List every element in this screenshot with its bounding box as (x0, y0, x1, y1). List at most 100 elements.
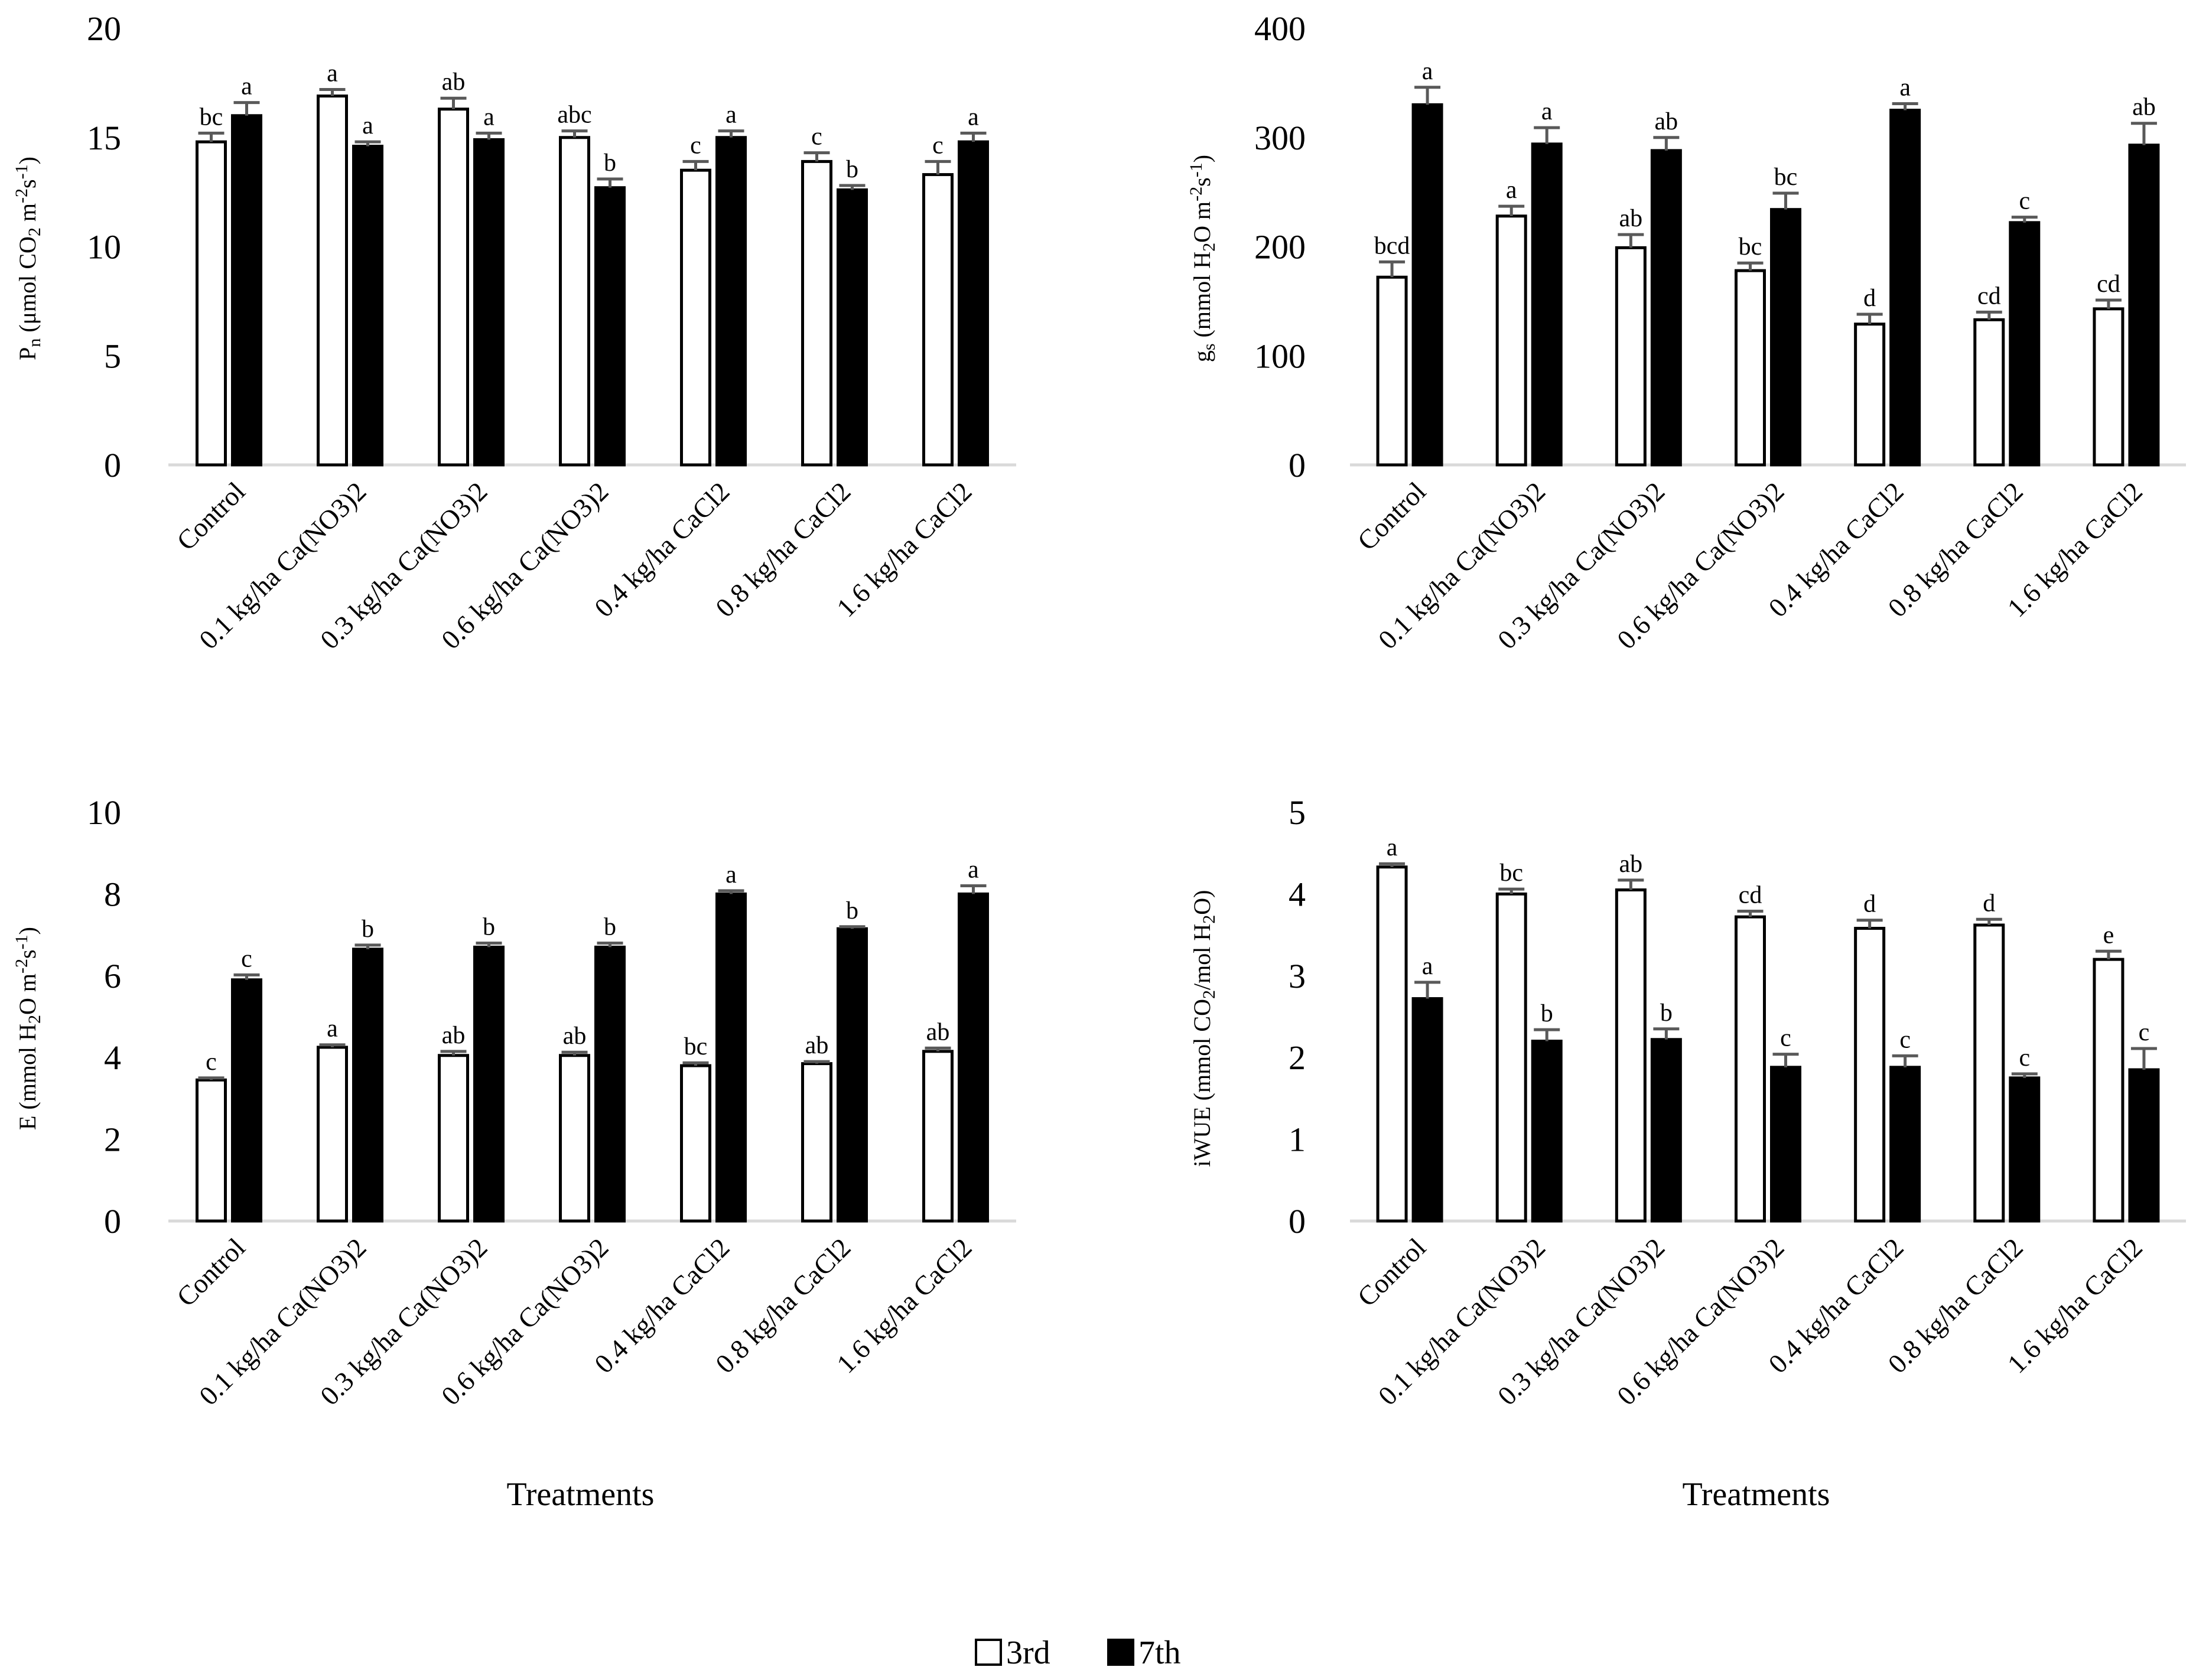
bar-3rd (1376, 865, 1408, 1223)
bar-3rd (801, 159, 832, 467)
category-label: Control (1352, 1232, 1432, 1312)
significance-letter: ab (2132, 94, 2156, 121)
significance-letter: ab (442, 1022, 466, 1049)
bar-3rd (1495, 892, 1527, 1223)
significance-letter: ab (1619, 205, 1643, 232)
bar-7th (473, 138, 505, 467)
bar-7th (2128, 1068, 2160, 1223)
x-axis-title: Treatments (507, 1476, 655, 1513)
significance-letter: a (1506, 177, 1517, 204)
bar-3rd (680, 168, 711, 467)
bar-7th (473, 945, 505, 1223)
bar-7th (837, 188, 868, 467)
bar-7th (958, 140, 989, 467)
x-axis-title: Treatments (1683, 1476, 1830, 1513)
significance-letter: bcd (1374, 232, 1410, 259)
legend-swatch-3rd (975, 1639, 1002, 1666)
significance-letter: c (1780, 1025, 1791, 1052)
significance-letter: c (241, 945, 252, 972)
significance-letter: ab (1655, 108, 1678, 135)
bar-3rd (1495, 214, 1527, 467)
significance-letter: ab (1619, 851, 1643, 878)
significance-letter: a (1422, 58, 1433, 85)
significance-letter: a (362, 112, 373, 139)
legend: 3rd 7th (975, 1635, 1181, 1671)
bar-3rd (1735, 915, 1766, 1223)
y-tick-label: 1 (1289, 1121, 1306, 1159)
significance-letter: a (726, 102, 737, 129)
bar-7th (715, 136, 747, 467)
y-tick-label: 6 (104, 957, 121, 995)
bar-3rd (317, 95, 348, 467)
y-tick-label: 300 (1254, 119, 1306, 157)
bar-3rd (1973, 318, 2005, 467)
y-tick-label: 0 (104, 1202, 121, 1241)
bar-3rd (1615, 888, 1647, 1223)
significance-letter: ab (442, 69, 466, 96)
significance-letter: a (1899, 74, 1911, 101)
significance-letter: b (604, 913, 616, 940)
y-axis-title: E (mmol H2O m-2s-1) (12, 927, 44, 1130)
bar-7th (1531, 1040, 1563, 1223)
bar-3rd (2093, 958, 2125, 1223)
y-tick-label: 200 (1254, 228, 1306, 266)
bar-3rd (1973, 923, 2005, 1223)
significance-letter: a (1422, 953, 1433, 980)
significance-letter: b (846, 897, 858, 924)
bar-3rd (559, 136, 590, 467)
significance-letter: a (327, 60, 338, 87)
bar-7th (594, 945, 626, 1223)
y-tick-label: 20 (87, 9, 121, 48)
significance-letter: bc (1499, 859, 1523, 887)
y-tick-label: 0 (104, 446, 121, 484)
significance-letter: cd (2097, 271, 2120, 298)
significance-letter: bc (1774, 164, 1798, 191)
significance-letter: a (483, 103, 494, 131)
bar-3rd (680, 1064, 711, 1223)
bar-7th (958, 892, 989, 1223)
bar-7th (1411, 103, 1443, 467)
bar-3rd (922, 1050, 954, 1223)
bar-3rd (1615, 246, 1647, 467)
bar-7th (231, 978, 262, 1223)
bar-7th (352, 145, 383, 467)
significance-letter: ab (805, 1032, 829, 1059)
bar-3rd (801, 1062, 832, 1223)
bar-7th (715, 892, 747, 1223)
y-tick-label: 15 (87, 119, 121, 157)
significance-letter: cd (1739, 881, 1762, 909)
bar-7th (352, 948, 383, 1223)
significance-letter: ab (926, 1018, 950, 1046)
significance-letter: b (604, 149, 616, 177)
y-tick-label: 3 (1289, 957, 1306, 995)
bar-7th (1889, 1066, 1921, 1223)
significance-letter: bc (1739, 233, 1762, 261)
y-tick-label: 5 (1289, 793, 1306, 832)
bar-3rd (1735, 269, 1766, 467)
y-tick-label: 4 (1289, 875, 1306, 913)
significance-letter: bc (200, 103, 223, 131)
significance-letter: c (2019, 1044, 2030, 1072)
significance-letter: c (2019, 188, 2030, 215)
significance-letter: c (690, 132, 701, 159)
significance-letter: d (1983, 890, 1995, 917)
y-tick-label: 400 (1254, 9, 1306, 48)
significance-letter: abc (557, 102, 591, 129)
significance-letter: ab (563, 1023, 587, 1050)
y-tick-label: 0 (1289, 1202, 1306, 1241)
significance-letter: a (1541, 98, 1553, 125)
significance-letter: cd (1977, 282, 2001, 310)
y-tick-label: 2 (104, 1121, 121, 1159)
legend-label-3rd: 3rd (1006, 1635, 1050, 1671)
y-tick-label: 8 (104, 875, 121, 913)
legend-swatch-7th (1107, 1639, 1134, 1666)
y-tick-label: 4 (104, 1038, 121, 1077)
bar-3rd (438, 108, 469, 467)
significance-letter: c (206, 1049, 217, 1076)
